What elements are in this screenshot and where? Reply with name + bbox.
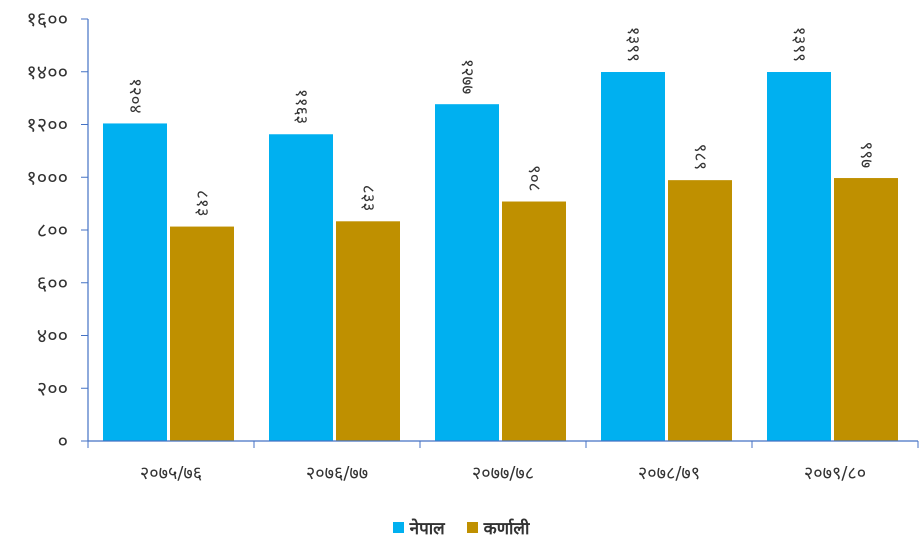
legend: नेपाल कर्णाली xyxy=(0,516,922,539)
y-tick-label: ४०० xyxy=(37,324,68,348)
y-tick-label: ० xyxy=(58,429,68,453)
data-label: १२०४ xyxy=(125,78,145,113)
y-tick-label: १००० xyxy=(26,165,68,189)
bar-karnali xyxy=(336,221,400,441)
data-label: १३९९ xyxy=(623,27,643,62)
bar-nepal xyxy=(103,123,167,441)
data-label: ८१३ xyxy=(192,190,212,217)
bar-karnali xyxy=(668,180,732,441)
legend-swatch-karnali xyxy=(466,522,478,533)
legend-swatch-nepal xyxy=(392,522,404,533)
data-label: ११६३ xyxy=(291,89,311,124)
bar-karnali xyxy=(834,178,898,441)
y-tick-label: ८०० xyxy=(37,218,68,242)
x-tick-label: २०७६/७७ xyxy=(306,463,368,484)
bar-nepal xyxy=(269,134,333,442)
y-tick-label: १६०० xyxy=(26,7,68,31)
x-tick-label: २०७५/७६ xyxy=(140,463,202,484)
legend-label-nepal: नेपाल xyxy=(409,519,445,539)
data-label: ९०८ xyxy=(524,165,544,192)
x-tick-label: २०७९/८० xyxy=(804,463,866,484)
y-tick-label: १४०० xyxy=(26,60,68,84)
y-tick-label: ६०० xyxy=(37,271,68,295)
data-label: १३९९ xyxy=(789,27,809,62)
y-tick-label: २०० xyxy=(37,376,68,400)
bar-nepal xyxy=(767,72,831,442)
legend-label-karnali: कर्णाली xyxy=(483,519,530,539)
bar-nepal xyxy=(435,104,499,441)
bar-karnali xyxy=(170,226,234,441)
legend-item-nepal: नेपाल xyxy=(392,516,445,539)
data-label: १२७७ xyxy=(457,59,477,95)
data-label: ९९७ xyxy=(856,142,876,169)
bar-karnali xyxy=(502,201,566,441)
data-label: ८३३ xyxy=(358,185,378,212)
x-tick-label: २०७८/७९ xyxy=(638,463,700,484)
y-tick-label: १२०० xyxy=(26,113,68,137)
bar-nepal xyxy=(601,72,665,442)
legend-item-karnali: कर्णाली xyxy=(466,516,530,539)
data-label: ९८९ xyxy=(690,144,710,171)
x-tick-label: २०७७/७८ xyxy=(472,463,534,484)
